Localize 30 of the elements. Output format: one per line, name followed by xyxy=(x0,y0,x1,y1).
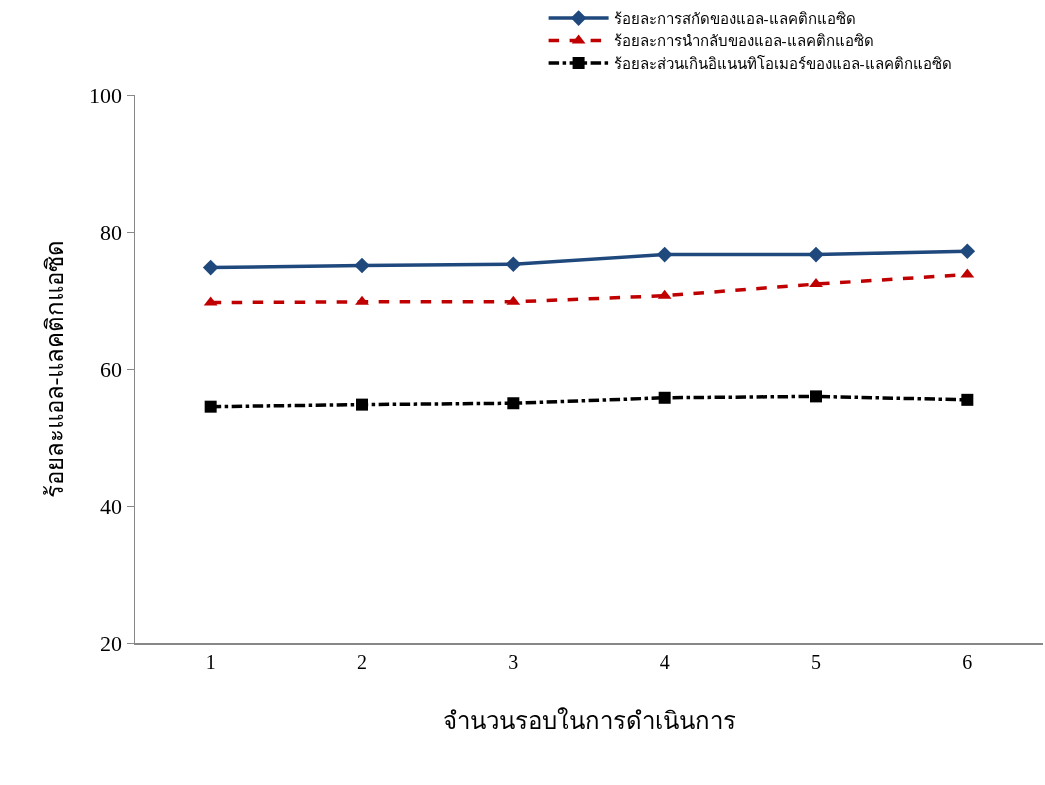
point xyxy=(202,259,219,276)
point xyxy=(354,257,370,274)
point xyxy=(356,398,368,411)
point xyxy=(961,393,974,406)
x-tick-label: 3 xyxy=(508,650,519,673)
y-tick-label: 40 xyxy=(100,493,123,519)
point xyxy=(809,278,823,288)
point xyxy=(204,400,217,413)
point xyxy=(507,397,520,410)
point xyxy=(505,256,522,272)
x-tick-label: 2 xyxy=(357,650,367,673)
point xyxy=(658,391,671,404)
y-tick-label: 60 xyxy=(100,356,123,382)
x-axis-title: จำนวนรอบในการดำเนินการ xyxy=(442,706,736,734)
x-tick-label: 1 xyxy=(205,650,216,673)
y-tick-label: 80 xyxy=(100,219,123,245)
legend-label: ร้อยละส่วนเกินอิแนนทิโอเมอร์ของแอล-แลคติกแอซิด xyxy=(613,54,952,72)
point xyxy=(959,243,976,259)
x-tick-label: 4 xyxy=(659,650,670,673)
point xyxy=(355,295,369,305)
y-tick-label: 100 xyxy=(89,82,123,108)
x-tick-label: 5 xyxy=(811,650,821,673)
legend-label: ร้อยละการสกัดของแอล-แลคติกแอซิด xyxy=(613,10,856,27)
legend-label: ร้อยละการนำกลับของแอล-แลคติกแอซิด xyxy=(613,33,874,50)
point xyxy=(656,246,673,263)
point xyxy=(810,390,822,403)
x-tick-label: 6 xyxy=(962,650,973,673)
y-axis-title: ร้อยละแอล-แลคติกแอซิด xyxy=(42,239,69,499)
point xyxy=(808,246,824,263)
y-tick-label: 20 xyxy=(100,630,123,656)
